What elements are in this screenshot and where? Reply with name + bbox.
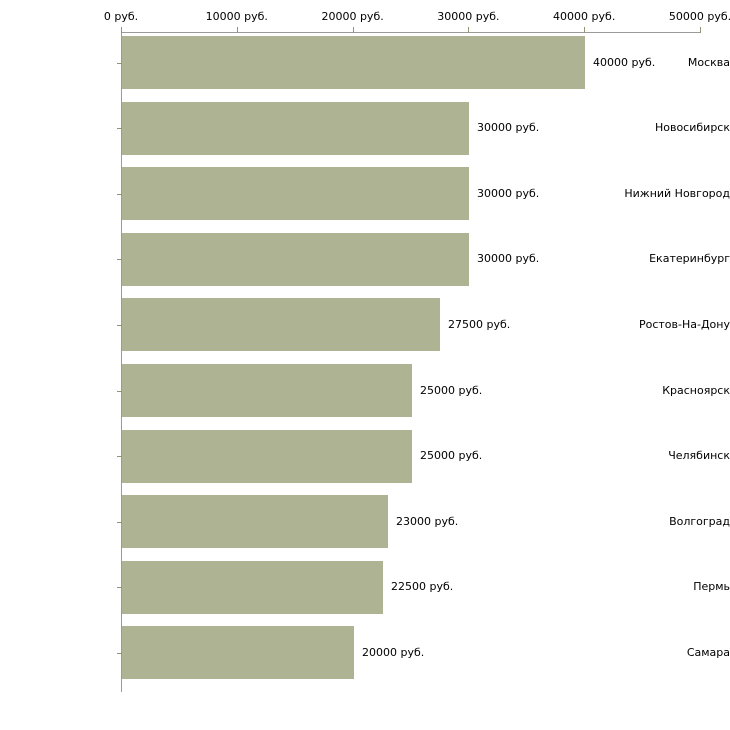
x-axis-tick-mark <box>468 27 470 33</box>
y-axis-tick-mark <box>117 128 122 129</box>
y-axis-category-label: Екатеринбург <box>649 252 730 266</box>
bar[interactable] <box>122 102 469 155</box>
bar-value-label: 27500 руб. <box>448 318 511 331</box>
bar-value-label: 30000 руб. <box>477 121 540 134</box>
x-axis-tick-mark <box>584 27 586 33</box>
bar[interactable] <box>122 36 585 89</box>
x-axis-tick-label: 30000 руб. <box>437 10 500 23</box>
y-axis-tick-mark <box>117 653 122 654</box>
y-axis-tick-mark <box>117 456 122 457</box>
bar-value-label: 25000 руб. <box>420 384 483 397</box>
x-axis-line <box>121 32 700 33</box>
x-axis-tick-mark <box>236 27 238 33</box>
y-axis-tick-mark <box>117 259 122 260</box>
bar-value-label: 40000 руб. <box>593 56 656 69</box>
y-axis-tick-mark <box>117 391 122 392</box>
bar[interactable] <box>122 495 388 548</box>
bar-value-label: 20000 руб. <box>362 646 425 659</box>
x-axis-tick-label: 40000 руб. <box>553 10 616 23</box>
y-axis-category-label: Волгоград <box>669 514 730 528</box>
y-axis-tick-mark <box>117 587 122 588</box>
bar[interactable] <box>122 430 412 483</box>
y-axis-category-label: Москва <box>687 55 730 69</box>
y-axis-tick-mark <box>117 63 122 64</box>
y-axis-category-label: Челябинск <box>668 449 730 463</box>
x-axis-tick-label: 0 руб. <box>103 10 139 23</box>
x-axis-tick-label: 50000 руб. <box>668 10 730 23</box>
bar[interactable] <box>122 298 440 351</box>
bar[interactable] <box>122 233 469 286</box>
y-axis-category-label: Пермь <box>693 580 730 594</box>
bar-value-label: 25000 руб. <box>420 449 483 462</box>
y-axis-category-label: Красноярск <box>662 383 730 397</box>
y-axis-tick-mark <box>117 325 122 326</box>
x-axis-tick-mark <box>352 27 354 33</box>
x-axis-tick-label: 20000 руб. <box>321 10 384 23</box>
y-axis-category-label: Новосибирск <box>654 121 730 135</box>
y-axis-line <box>121 32 122 692</box>
bar[interactable] <box>122 626 354 679</box>
y-axis-tick-mark <box>117 194 122 195</box>
bar[interactable] <box>122 167 469 220</box>
x-axis-tick-label: 10000 руб. <box>205 10 268 23</box>
bar-value-label: 22500 руб. <box>391 580 454 593</box>
bar-value-label: 30000 руб. <box>477 252 540 265</box>
bar[interactable] <box>122 561 383 614</box>
y-axis-category-label: Самара <box>686 645 730 659</box>
y-axis-category-label: Ростов-На-Дону <box>638 317 730 331</box>
bar-value-label: 23000 руб. <box>396 515 459 528</box>
bar[interactable] <box>122 364 412 417</box>
x-axis-tick-mark <box>700 27 701 33</box>
x-axis-tick-mark <box>121 27 122 33</box>
bar-value-label: 30000 руб. <box>477 187 540 200</box>
y-axis-category-label: Нижний Новгород <box>624 186 730 200</box>
y-axis-tick-mark <box>117 522 122 523</box>
